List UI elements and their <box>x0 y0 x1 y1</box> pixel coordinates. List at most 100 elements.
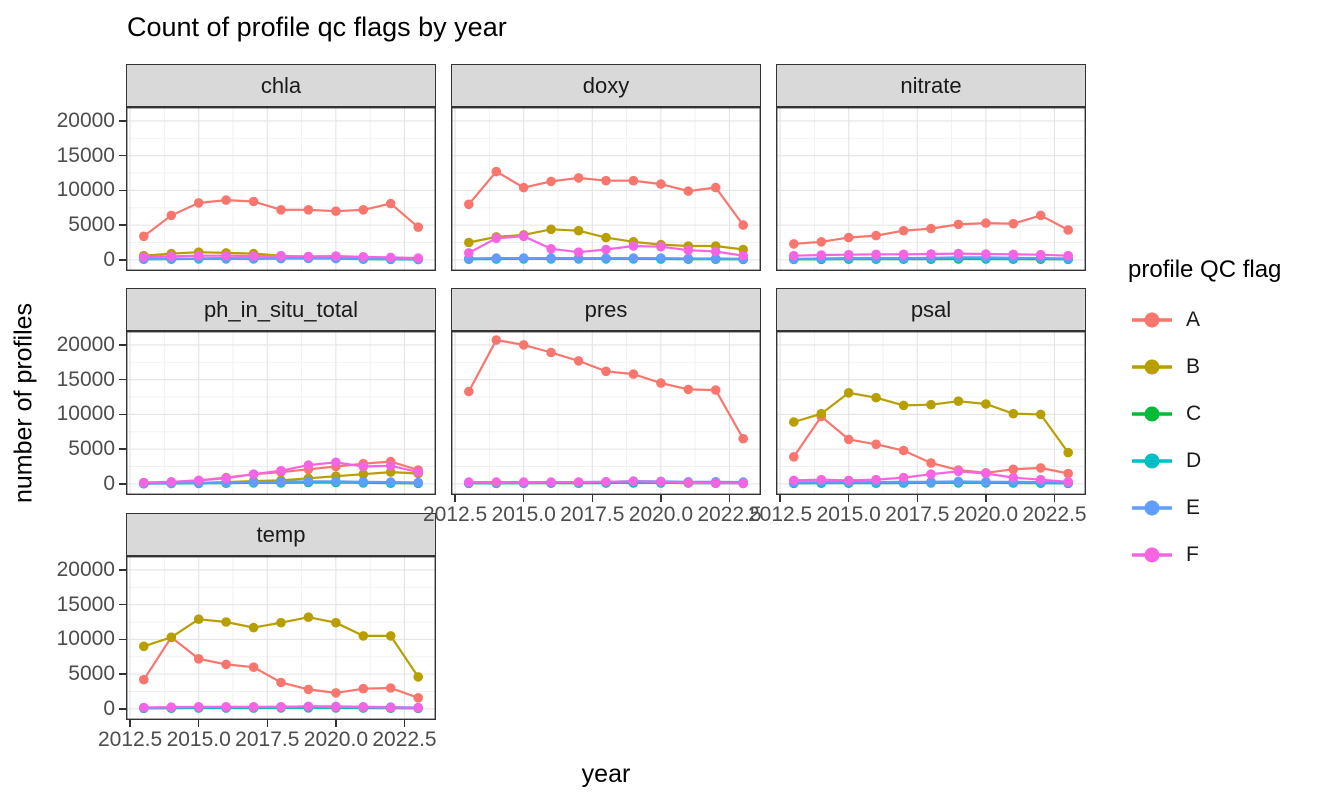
series-B-point <box>385 631 396 641</box>
series-F-point <box>1008 472 1019 483</box>
series-F-point <box>248 251 259 261</box>
series-A-point <box>193 198 204 208</box>
series-B-point <box>331 617 341 628</box>
y-axis-tick <box>119 448 126 450</box>
series-F-point <box>139 477 149 488</box>
facet-panel-chla <box>126 107 436 271</box>
series-F-point <box>193 250 204 261</box>
series-F-point <box>926 469 936 479</box>
series-A-point <box>843 232 854 243</box>
x-axis-tick <box>779 495 781 502</box>
x-axis-title: year <box>581 760 631 788</box>
series-F-point <box>546 244 556 254</box>
facet-strip-psal: psal <box>776 288 1086 331</box>
x-axis-tick <box>728 495 731 502</box>
series-A-point <box>816 237 827 247</box>
series-A-point <box>926 458 936 468</box>
series-F-point <box>518 231 529 242</box>
series-F-point <box>1035 474 1046 485</box>
legend-key-D-icon <box>1132 453 1172 469</box>
series-E-point <box>601 253 611 263</box>
series-B-point <box>898 400 909 411</box>
legend-entry-label-E: E <box>1186 496 1201 519</box>
y-axis-tick-label: 20000 <box>56 108 115 132</box>
series-A-point <box>710 385 721 395</box>
series-A-point <box>276 677 286 688</box>
series-F-point <box>491 233 502 244</box>
x-axis-tick-label: 2012.5 <box>97 728 163 751</box>
series-F-point <box>816 474 827 485</box>
facet-strip-label: pres <box>584 296 628 322</box>
series-F-point <box>276 251 286 261</box>
series-F-point <box>656 477 666 487</box>
series-A-point <box>789 452 799 462</box>
series-F-point <box>193 475 204 486</box>
series-E-point <box>331 476 341 487</box>
x-axis-tick <box>1053 495 1056 502</box>
series-F-point <box>331 251 341 261</box>
series-A-point <box>491 335 502 345</box>
legend-key-C-icon <box>1132 406 1172 422</box>
legend-entry-label-A: A <box>1186 308 1201 331</box>
series-A-point <box>628 175 639 186</box>
series-B-point <box>573 225 584 236</box>
series-A-point <box>358 205 369 215</box>
x-axis-tick-label: 2017.5 <box>235 728 300 751</box>
series-A-point <box>601 366 611 377</box>
series-F-point <box>789 250 799 261</box>
series-F-point <box>193 702 204 712</box>
series-F-point <box>331 702 341 712</box>
series-A-point <box>276 205 286 215</box>
series-F-point <box>656 241 666 252</box>
y-axis-tick-label: 15000 <box>56 592 115 616</box>
series-B-point <box>1008 408 1019 419</box>
y-axis-tick <box>119 673 126 675</box>
series-E-point <box>248 477 259 487</box>
series-B-point <box>981 399 991 409</box>
x-axis-tick <box>591 495 594 502</box>
series-F-point <box>546 477 556 487</box>
series-F-point <box>738 478 748 489</box>
series-A-point <box>710 182 721 193</box>
series-A-point <box>1035 210 1046 221</box>
x-axis-tick-label: 2022.5 <box>1022 503 1087 526</box>
series-F-point <box>898 472 909 483</box>
legend-title: profile QC flag <box>1128 256 1282 283</box>
series-F-point <box>628 241 639 251</box>
facet-strip-label: chla <box>260 72 302 98</box>
series-B-point <box>843 388 854 398</box>
series-B-point <box>789 417 799 427</box>
y-axis-tick-label: 5000 <box>68 662 115 686</box>
x-axis-tick <box>335 720 337 727</box>
series-F-point <box>1008 249 1019 260</box>
series-F-point <box>248 469 259 479</box>
series-E-point <box>926 477 936 487</box>
y-axis-tick-label: 0 <box>103 696 115 720</box>
y-axis-tick-label: 0 <box>103 471 115 495</box>
legend-key-F-icon <box>1132 547 1172 563</box>
y-axis-tick-label: 20000 <box>56 332 115 356</box>
plot-title: Count of profile qc flags by year <box>127 12 507 42</box>
series-F-point <box>871 249 881 260</box>
series-A-point <box>1008 464 1019 475</box>
series-A-point <box>573 173 584 183</box>
facet-panel-ph_in_situ_total <box>126 331 436 495</box>
series-B-point <box>358 631 369 641</box>
series-A-point <box>413 693 424 703</box>
series-E-point <box>683 253 694 264</box>
facet-panel-doxy <box>451 107 761 271</box>
series-A-point <box>683 186 694 196</box>
series-B-point <box>601 232 611 243</box>
x-axis-tick <box>985 495 987 502</box>
series-B-point <box>871 392 881 403</box>
x-axis-tick-label: 2020.0 <box>303 728 368 751</box>
series-A-point <box>981 218 991 228</box>
series-B-point <box>926 399 936 410</box>
series-F-point <box>981 249 991 259</box>
y-axis-tick <box>119 638 126 641</box>
y-axis-tick <box>119 224 126 226</box>
series-F-point <box>1035 249 1046 260</box>
series-E-point <box>385 477 396 487</box>
x-axis-tick <box>197 720 200 727</box>
